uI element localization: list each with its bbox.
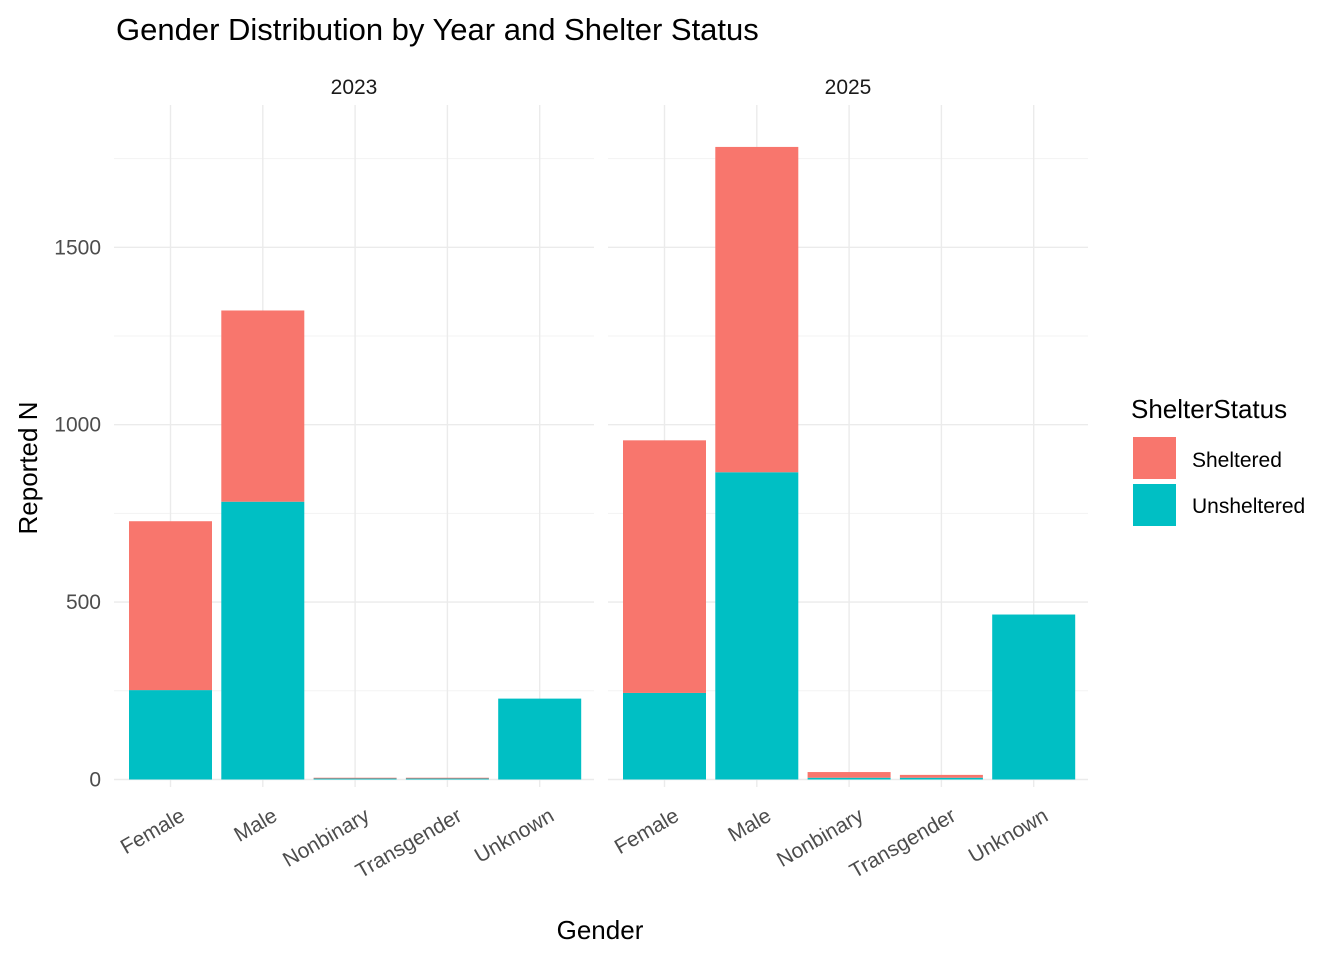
x-tick-label: Male: [724, 804, 775, 847]
bar-unsheltered-unknown: [992, 614, 1076, 780]
legend-label-sheltered: Sheltered: [1192, 449, 1282, 472]
bar-unsheltered-nonbinary: [313, 778, 397, 780]
y-tick-label: 500: [66, 591, 101, 614]
y-tick-label: 1000: [54, 414, 101, 437]
x-tick-label: Male: [230, 804, 281, 847]
bar-unsheltered-female: [129, 690, 212, 780]
bar-unsheltered-nonbinary: [807, 777, 891, 780]
bar-sheltered-female: [129, 521, 212, 691]
legend: ShelterStatus Sheltered Unsheltered: [1131, 394, 1305, 526]
x-tick-label: Unknown: [965, 804, 1052, 868]
y-tick-label: 0: [89, 769, 101, 792]
facet-strip-label: 2023: [331, 76, 378, 99]
x-tick-label: Transgender: [352, 804, 466, 883]
bar-unsheltered-male: [221, 501, 305, 780]
bar-sheltered-nonbinary: [807, 772, 891, 778]
legend-swatch-unsheltered: [1133, 484, 1176, 526]
y-axis-title: Reported N: [13, 402, 43, 535]
bar-sheltered-nonbinary: [313, 777, 397, 779]
bar-sheltered-male: [715, 146, 799, 473]
bar-sheltered-male: [221, 310, 305, 502]
legend-swatch-sheltered: [1133, 437, 1176, 479]
x-tick-label: Female: [611, 804, 683, 859]
chart-title: Gender Distribution by Year and Shelter …: [116, 12, 759, 47]
x-tick-label: Unknown: [471, 804, 558, 868]
y-axis: 0 500 1000 1500: [54, 236, 101, 791]
bar-unsheltered-male: [715, 472, 799, 780]
bar-sheltered-female: [623, 440, 706, 693]
x-axis-title: Gender: [557, 915, 644, 945]
bar-unsheltered-transgender: [899, 777, 983, 780]
legend-label-unsheltered: Unsheltered: [1192, 495, 1305, 518]
x-tick-label: Transgender: [846, 804, 960, 883]
y-tick-label: 1500: [54, 236, 101, 259]
bar-unsheltered-transgender: [405, 778, 489, 780]
bar-sheltered-transgender: [405, 777, 489, 779]
bar-sheltered-transgender: [899, 774, 983, 778]
x-tick-label: Female: [117, 804, 189, 859]
legend-title: ShelterStatus: [1131, 394, 1287, 424]
facet-strip-label: 2025: [825, 76, 872, 99]
bar-unsheltered-female: [623, 692, 706, 780]
bar-unsheltered-unknown: [498, 698, 582, 780]
